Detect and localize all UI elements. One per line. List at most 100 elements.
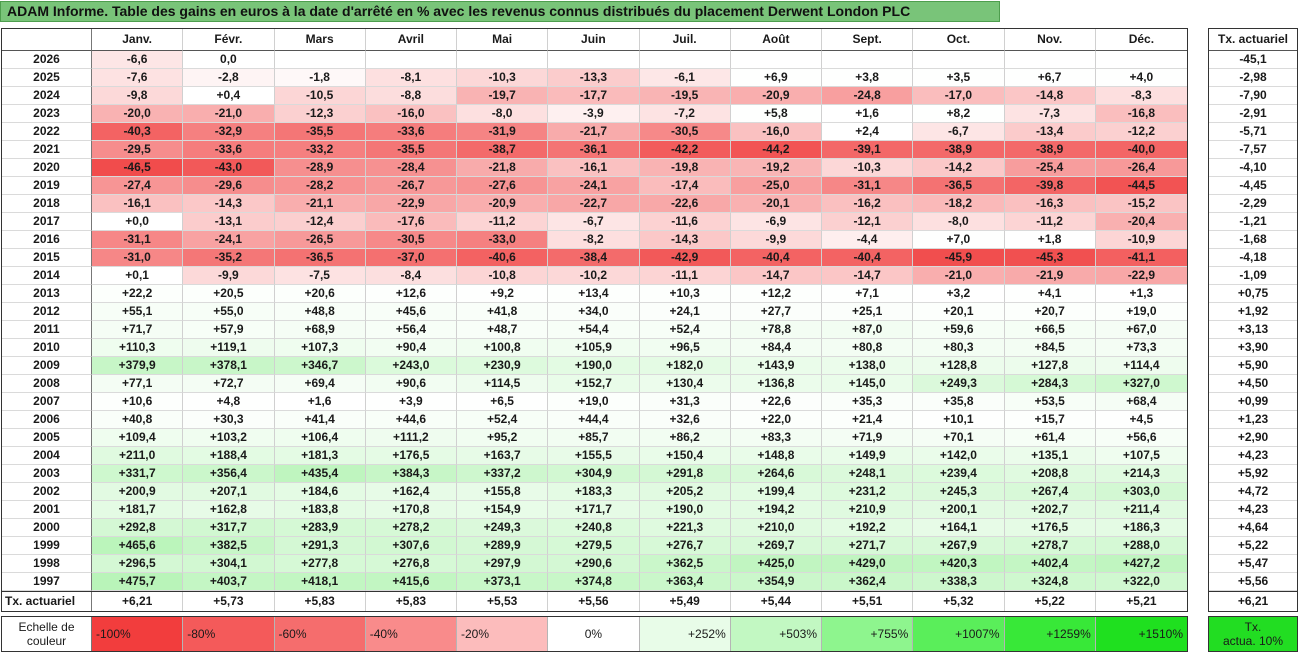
gain-cell: -39,8 (1004, 177, 1096, 195)
rate-cell: -2,98 (1209, 69, 1297, 87)
table-row: 2000 +292,8 +317,7 +283,9 +278,2 +249,3 +240,8… (2, 519, 1187, 537)
table-row: -7,90 (1209, 87, 1297, 105)
table-row: -2,91 (1209, 105, 1297, 123)
gain-cell: +296,5 (92, 555, 184, 573)
gain-cell: +138,0 (822, 357, 914, 375)
gain-cell: +324,8 (1004, 573, 1096, 591)
table-row: -5,71 (1209, 123, 1297, 141)
gain-cell: +1,8 (1004, 231, 1096, 249)
gain-cell: -16,3 (1004, 195, 1096, 213)
gain-cell: +35,3 (822, 393, 914, 411)
gain-cell: +291,8 (639, 465, 731, 483)
gain-cell: -26,5 (274, 231, 366, 249)
gain-cell: -42,9 (639, 249, 731, 267)
gain-cell: -14,3 (183, 195, 275, 213)
gain-cell: +0,0 (92, 213, 184, 231)
gain-cell: -6,7 (548, 213, 640, 231)
rate-cell: +5,22 (1209, 537, 1297, 555)
gain-cell: -35,5 (274, 123, 366, 141)
gain-cell: +363,4 (639, 573, 731, 591)
gain-cell (822, 51, 914, 69)
rate-cell: +4,64 (1209, 519, 1297, 537)
gain-cell: -9,9 (183, 267, 275, 285)
gain-cell: +307,6 (365, 537, 457, 555)
color-scale-step: +1510% (1095, 617, 1187, 651)
gain-cell: -20,0 (92, 105, 184, 123)
gain-cell: -26,7 (365, 177, 457, 195)
gain-cell: +239,4 (913, 465, 1005, 483)
gain-cell: +214,3 (1095, 465, 1187, 483)
gain-cell: +384,3 (365, 465, 457, 483)
gain-cell (730, 51, 822, 69)
gain-cell: +20,5 (183, 285, 275, 303)
gain-cell: -25,0 (730, 177, 822, 195)
gain-cell: +183,8 (274, 501, 366, 519)
gain-cell: -15,2 (1095, 195, 1187, 213)
gain-cell: +135,1 (1004, 447, 1096, 465)
gain-cell: +106,4 (274, 429, 366, 447)
rate-cell: +0,75 (1209, 285, 1297, 303)
gain-cell: +71,7 (92, 321, 184, 339)
gain-cell: +145,0 (822, 375, 914, 393)
gain-cell: +208,8 (1004, 465, 1096, 483)
gain-cell: +107,3 (274, 339, 366, 357)
gain-cell: +6,9 (730, 69, 822, 87)
gain-cell: -44,5 (1095, 177, 1187, 195)
gain-cell: +317,7 (183, 519, 275, 537)
rate-legend: Tx. actua. 10% (1208, 616, 1298, 652)
gain-cell: -8,2 (548, 231, 640, 249)
gain-cell: -28,9 (274, 159, 366, 177)
gain-cell: +13,4 (548, 285, 640, 303)
year-label: 2006 (2, 411, 92, 429)
gain-cell: +90,6 (365, 375, 457, 393)
column-header: Déc. (1095, 29, 1187, 51)
gain-cell: +2,4 (822, 123, 914, 141)
table-row: 2015 -31,0 -35,2 -36,5 -37,0 -40,6 -38,4 -42,9-… (2, 249, 1187, 267)
gain-cell: +210,0 (730, 519, 822, 537)
color-scale-legend: Echelle de couleur -100% -80% -60% -40% -20% 0%… (1, 616, 1188, 652)
gain-cell: +6,7 (1004, 69, 1096, 87)
gain-cell: -12,1 (822, 213, 914, 231)
gain-cell (274, 51, 366, 69)
summary-cell: +5,53 (457, 592, 549, 611)
gain-cell: +435,4 (274, 465, 366, 483)
gain-cell: +21,4 (822, 411, 914, 429)
year-label: 2016 (2, 231, 92, 249)
gain-cell: -3,9 (548, 105, 640, 123)
year-label: 2020 (2, 159, 92, 177)
gain-cell: +90,4 (365, 339, 457, 357)
gain-cell: +48,8 (274, 303, 366, 321)
gain-cell: +80,8 (822, 339, 914, 357)
gain-cell: -14,3 (639, 231, 731, 249)
summary-cell: +5,51 (822, 592, 914, 611)
gain-cell (1095, 51, 1187, 69)
gain-cell: -11,6 (639, 213, 731, 231)
gain-cell: +119,1 (183, 339, 275, 357)
rate-column-header: Tx. actuariel (1209, 29, 1297, 51)
gain-cell: -11,2 (1004, 213, 1096, 231)
gain-cell: +10,6 (92, 393, 184, 411)
gain-cell: +20,7 (1004, 303, 1096, 321)
gain-cell: -10,8 (457, 267, 549, 285)
table-row: 2011 +71,7 +57,9 +68,9 +56,4 +48,7 +54,4 +52,4 +… (2, 321, 1187, 339)
rate-cell: +5,90 (1209, 357, 1297, 375)
summary-cell: +5,22 (1005, 592, 1096, 611)
gain-cell: -41,1 (1095, 249, 1187, 267)
gain-cell: +362,4 (822, 573, 914, 591)
color-scale-step: +1007% (913, 617, 1005, 651)
gain-cell: +3,8 (822, 69, 914, 87)
gain-cell: -31,9 (457, 123, 549, 141)
gain-cell: -30,5 (365, 231, 457, 249)
gain-cell: -1,8 (274, 69, 366, 87)
gain-cell: -9,8 (92, 87, 184, 105)
color-scale-step: -20% (457, 617, 549, 651)
header-row: Janv. Févr. Mars Avril Mai Juin Juil. Août Sept.… (2, 29, 1187, 51)
gain-cell: -21,0 (913, 267, 1005, 285)
year-label: 2002 (2, 483, 92, 501)
gain-cell: +171,7 (548, 501, 640, 519)
gain-cell: -12,2 (1095, 123, 1187, 141)
gain-cell: +35,8 (913, 393, 1005, 411)
gain-cell: +32,6 (639, 411, 731, 429)
gain-cell: -13,1 (183, 213, 275, 231)
table-row: +2,90 (1209, 429, 1297, 447)
